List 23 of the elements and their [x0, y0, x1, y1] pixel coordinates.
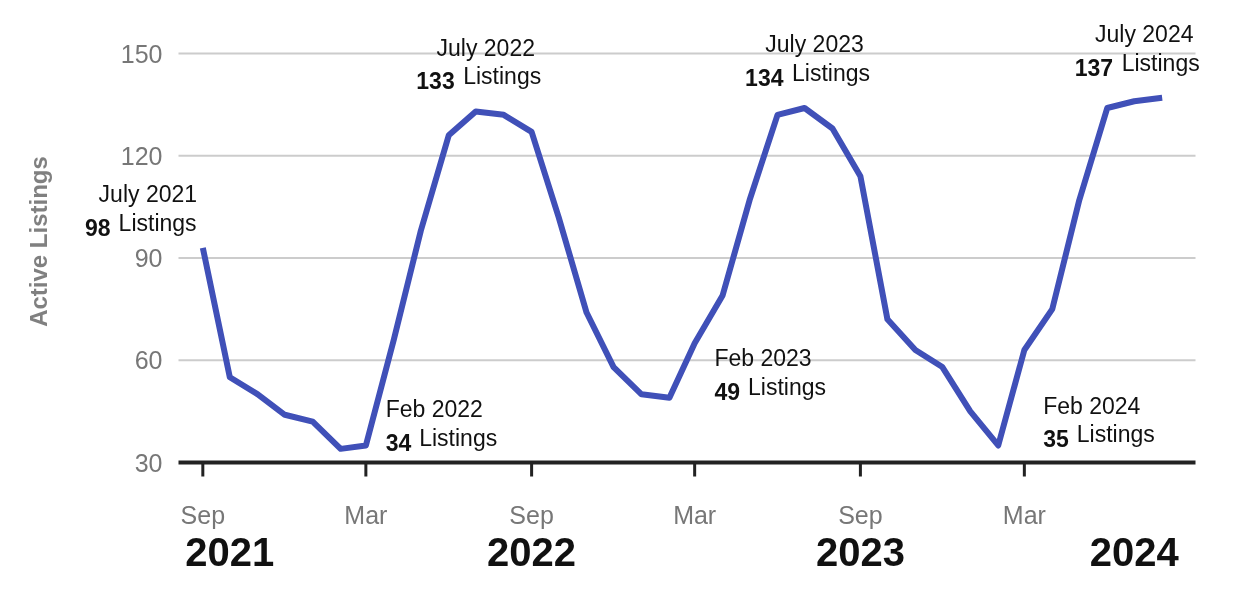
x2-tick-label: 2024 — [1089, 529, 1180, 574]
x-tick-label: Mar — [673, 500, 717, 529]
annotation: July 2023 134 Listings — [745, 31, 870, 92]
annotation: Feb 2024 35 Listings — [1043, 392, 1155, 453]
annotation: Feb 2022 34 Listings — [385, 396, 498, 456]
y-tick-label: 120 — [120, 141, 163, 170]
x2-tick-label: 2022 — [487, 529, 577, 574]
x-tick-label: Sep — [509, 500, 554, 529]
annotation: July 2022 133 Listings — [416, 34, 542, 95]
y-axis-title: Active Listings — [24, 156, 52, 327]
annotation: July 2021 98 Listings — [85, 181, 198, 241]
annotation: Feb 2023 49 Listings — [714, 344, 826, 405]
y-tick-label: 30 — [134, 448, 163, 477]
y-tick-label: 60 — [134, 346, 163, 375]
y-tick-label: 90 — [134, 244, 163, 272]
y-tick-label: 150 — [120, 39, 163, 68]
x-tick-label: Sep — [180, 500, 226, 529]
x2-tick-label: 2021 — [185, 529, 275, 574]
annotation: July 2024 137 Listings — [1074, 21, 1200, 81]
x-tick-label: Mar — [1002, 500, 1046, 529]
x2-tick-label: 2023 — [815, 529, 905, 574]
x-tick-label: Sep — [838, 500, 883, 529]
x-tick-label: Mar — [344, 500, 388, 529]
